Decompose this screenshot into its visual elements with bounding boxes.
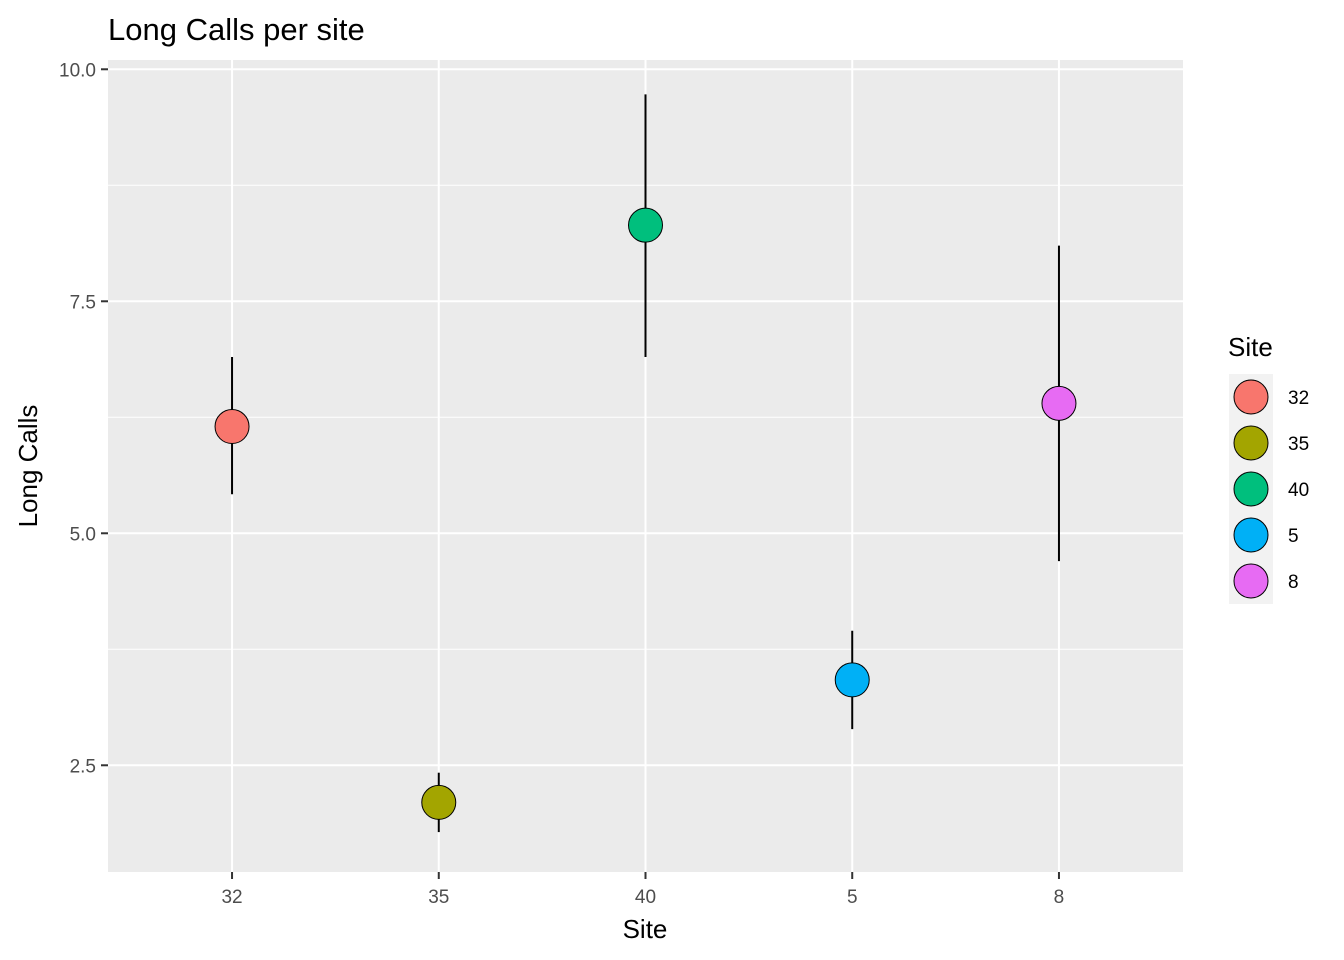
x-axis-title: Site bbox=[623, 914, 668, 944]
legend-label: 32 bbox=[1288, 388, 1309, 409]
legend-key bbox=[1233, 517, 1269, 553]
legend-label: 8 bbox=[1288, 572, 1299, 593]
x-tick-label: 8 bbox=[1054, 887, 1065, 908]
x-axis: 32 35 40 5 8 bbox=[221, 872, 1064, 908]
legend: Site 32 35 40 5 8 bbox=[1228, 332, 1309, 604]
data-points bbox=[214, 207, 1077, 820]
data-point bbox=[834, 662, 870, 698]
legend-label: 5 bbox=[1288, 526, 1299, 547]
legend-key bbox=[1233, 471, 1269, 507]
legend-key bbox=[1233, 425, 1269, 461]
legend-key bbox=[1233, 379, 1269, 415]
legend-keys: 32 35 40 5 8 bbox=[1229, 374, 1309, 604]
y-tick-label: 5.0 bbox=[70, 524, 96, 545]
legend-title: Site bbox=[1228, 332, 1273, 362]
y-tick-label: 7.5 bbox=[70, 292, 96, 313]
y-axis: 2.5 5.0 7.5 10.0 bbox=[59, 60, 108, 777]
x-tick-label: 35 bbox=[428, 887, 449, 908]
x-tick-label: 5 bbox=[847, 887, 858, 908]
x-tick-label: 40 bbox=[635, 887, 656, 908]
data-point bbox=[628, 207, 663, 243]
legend-label: 40 bbox=[1288, 480, 1309, 501]
data-point bbox=[1041, 385, 1077, 421]
y-tick-label: 2.5 bbox=[70, 756, 96, 777]
data-point bbox=[214, 409, 250, 445]
chart-title: Long Calls per site bbox=[108, 12, 365, 47]
data-point bbox=[421, 784, 457, 820]
legend-key bbox=[1233, 563, 1269, 599]
y-tick-label: 10.0 bbox=[59, 60, 96, 81]
x-tick-label: 32 bbox=[221, 887, 242, 908]
y-axis-title: Long Calls bbox=[13, 405, 43, 528]
legend-label: 35 bbox=[1288, 434, 1309, 455]
